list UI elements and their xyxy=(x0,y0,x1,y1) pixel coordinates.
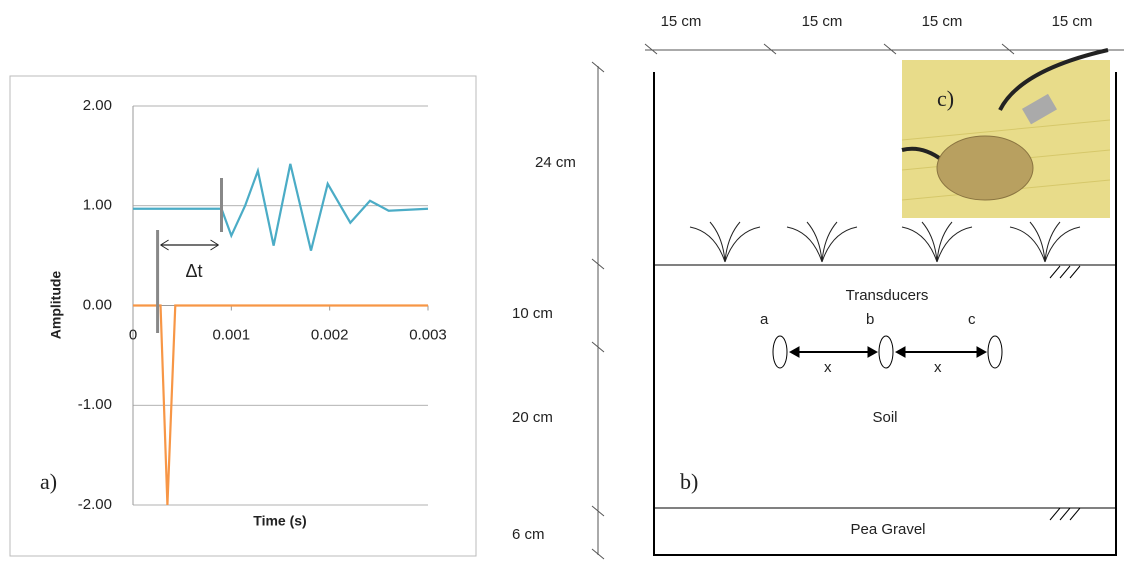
sensor-label: c xyxy=(968,311,976,328)
annotation: Δt xyxy=(185,261,202,281)
layer-label: Pea Gravel xyxy=(850,521,925,538)
panel-label: a) xyxy=(40,469,57,494)
plot: 2.00 1.00 0.00 -1.00 -2.00 0 0.001 0.002 0.003 xyxy=(78,97,447,513)
spacing-label: x xyxy=(934,359,942,376)
sensor-label: a xyxy=(760,311,769,328)
x-tick-label: 0.002 xyxy=(311,326,349,343)
sensor-label: b xyxy=(866,311,874,328)
layer-label: Transducers xyxy=(846,287,929,304)
spacing-label: x xyxy=(824,359,832,376)
width-label: 15 cm xyxy=(1052,13,1093,30)
y-tick-label: -2.00 xyxy=(78,496,112,513)
depth-label: 6 cm xyxy=(512,526,545,543)
y-tick-label: 2.00 xyxy=(83,97,112,114)
layer-label: Soil xyxy=(872,409,897,426)
width-label: 15 cm xyxy=(922,13,963,30)
depth-label: 10 cm xyxy=(512,305,553,322)
photo xyxy=(902,50,1110,218)
panel-label: c) xyxy=(937,86,954,111)
x-tick-label: 0.001 xyxy=(213,326,251,343)
y-tick-label: 0.00 xyxy=(83,296,112,313)
series-line xyxy=(133,164,428,251)
y-axis-label: Amplitude xyxy=(48,271,64,340)
x-axis-label: Time (s) xyxy=(253,513,306,529)
panel-label: b) xyxy=(680,469,698,494)
chart-frame xyxy=(10,76,476,556)
y-tick-label: -1.00 xyxy=(78,396,112,413)
depth-label: 20 cm xyxy=(512,409,553,426)
figure: a) Time (s) Amplitude Δt 2.00 1.00 0.00 -1.… xyxy=(0,0,1124,562)
y-tick-label: 1.00 xyxy=(83,197,112,214)
x-tick-label: 0.003 xyxy=(409,326,447,343)
depth-label: 24 cm xyxy=(535,154,576,171)
width-label: 15 cm xyxy=(802,13,843,30)
width-label: 15 cm xyxy=(661,13,702,30)
x-tick-label: 0 xyxy=(129,326,137,343)
